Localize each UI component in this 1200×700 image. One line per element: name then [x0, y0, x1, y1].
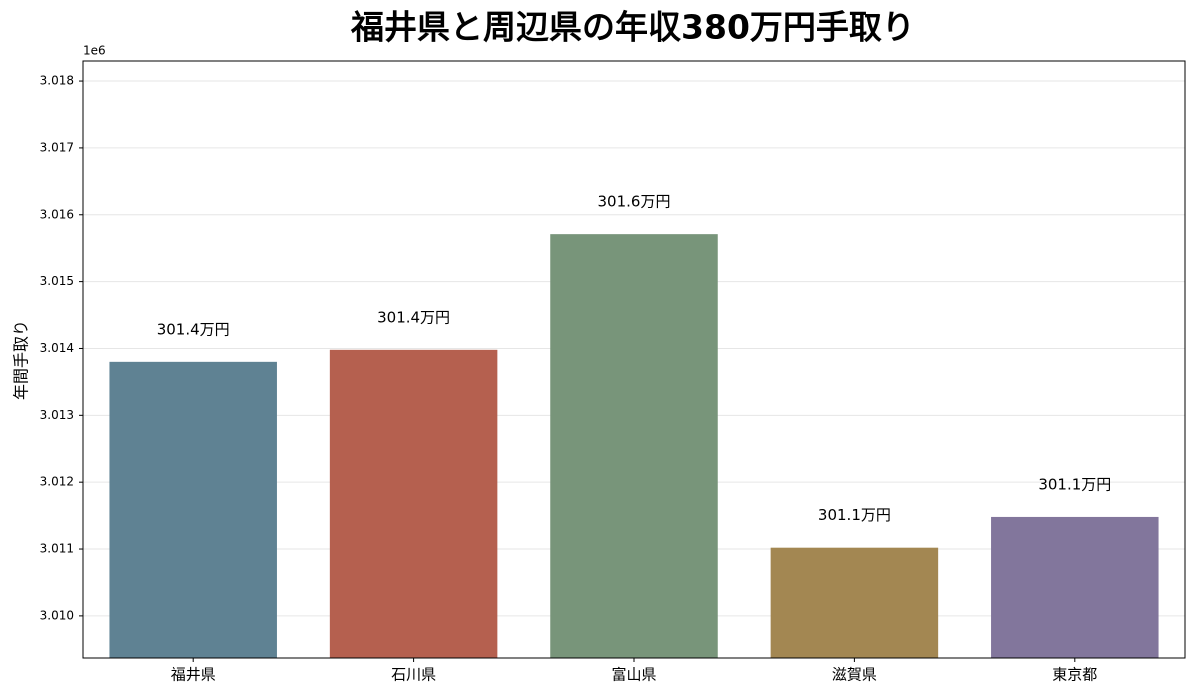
y-tick-label: 3.017 [40, 140, 74, 154]
x-tick-label: 滋賀県 [832, 666, 877, 684]
bar [770, 547, 939, 658]
y-tick-label: 3.014 [40, 341, 74, 355]
x-tick-label: 富山県 [611, 666, 656, 684]
y-tick-label: 3.012 [40, 475, 74, 489]
x-tick-label: 福井県 [171, 666, 216, 684]
chart-title: 福井県と周辺県の年収380万円手取り [350, 8, 915, 47]
value-label: 301.4万円 [377, 308, 450, 326]
y-tick-label: 3.010 [40, 608, 74, 622]
y-tick-label: 3.011 [40, 542, 74, 556]
bar [329, 349, 498, 658]
x-tick-label: 東京都 [1052, 666, 1097, 684]
y-tick-label: 3.015 [40, 274, 74, 288]
y-offset-label: 1e6 [83, 44, 106, 58]
bar [109, 361, 277, 658]
value-label: 301.4万円 [157, 320, 230, 338]
plot-frame [82, 60, 1186, 659]
y-tick-label: 3.018 [40, 74, 74, 88]
value-label: 301.6万円 [598, 193, 671, 211]
bar [991, 516, 1159, 658]
value-label: 301.1万円 [1038, 475, 1111, 493]
y-tick-label: 3.016 [40, 207, 74, 221]
value-label: 301.1万円 [818, 506, 891, 524]
bar [550, 234, 718, 658]
x-tick-label: 石川県 [391, 666, 436, 684]
y-axis-label: 年間手取り [12, 320, 31, 400]
y-tick-label: 3.013 [40, 408, 74, 422]
